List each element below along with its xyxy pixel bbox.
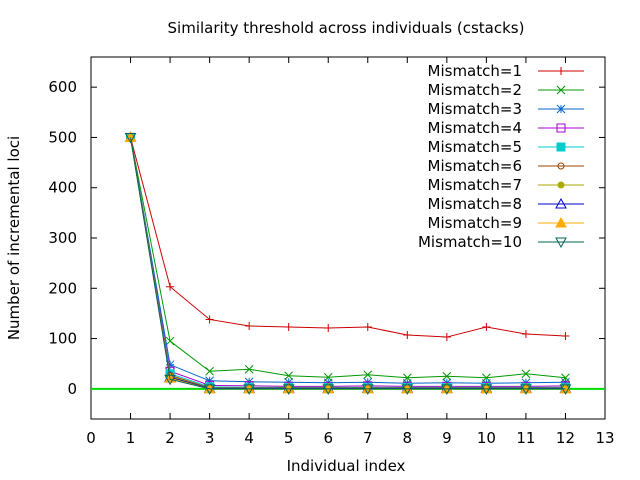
y-tick-label: 200 [48, 279, 77, 297]
y-tick-label: 300 [48, 229, 77, 247]
legend-marker [556, 123, 566, 133]
legend-marker [557, 162, 565, 170]
legend-marker [555, 237, 567, 249]
data-point [124, 132, 137, 144]
data-point [165, 360, 175, 370]
x-tick-label: 9 [442, 429, 452, 447]
legend-label: Mismatch=1 [428, 62, 522, 80]
data-point [361, 384, 374, 395]
data-point [401, 384, 414, 395]
data-point [561, 373, 570, 383]
data-point [282, 384, 295, 395]
series-line [130, 137, 566, 338]
x-tick-label: 3 [205, 429, 215, 447]
data-point [521, 330, 530, 339]
x-tick-label: 13 [595, 429, 614, 447]
data-point [363, 322, 372, 331]
legend-marker [556, 104, 566, 114]
data-point [284, 322, 293, 331]
legend-marker [555, 216, 567, 228]
x-tick-label: 12 [556, 429, 575, 447]
series-line [130, 137, 566, 388]
data-point [322, 384, 335, 395]
series-line [130, 137, 566, 389]
legend-label: Mismatch=5 [428, 138, 522, 156]
legend: Mismatch=1Mismatch=2Mismatch=3Mismatch=4… [418, 62, 584, 251]
data-point [245, 321, 254, 330]
legend-label: Mismatch=8 [428, 195, 522, 213]
y-tick-label: 0 [67, 380, 77, 398]
x-tick-label: 5 [284, 429, 294, 447]
x-tick-label: 0 [86, 429, 96, 447]
x-tick-label: 8 [403, 429, 413, 447]
x-tick-label: 11 [516, 429, 535, 447]
x-tick-label: 10 [477, 429, 496, 447]
legend-label: Mismatch=6 [428, 157, 522, 175]
series-line [130, 137, 566, 389]
data-point [559, 384, 572, 395]
chart-title: Similarity threshold across individuals … [168, 19, 525, 37]
data-point [482, 322, 491, 331]
legend-marker [555, 197, 567, 209]
series-line [130, 137, 566, 387]
legend-marker [557, 67, 565, 75]
data-point [403, 331, 412, 340]
data-point [363, 370, 373, 380]
data-point [284, 371, 294, 381]
data-point [166, 282, 175, 291]
legend-label: Mismatch=9 [428, 214, 522, 232]
series-line [130, 137, 566, 390]
y-tick-label: 600 [48, 78, 77, 96]
data-point [442, 333, 451, 342]
x-tick-label: 6 [323, 429, 333, 447]
data-point [561, 332, 570, 341]
data-point [480, 384, 493, 395]
legend-label: Mismatch=7 [428, 176, 522, 194]
legend-marker [556, 142, 566, 152]
legend-marker [556, 85, 566, 95]
series-2 [126, 133, 570, 383]
legend-marker [557, 181, 565, 189]
data-point [244, 364, 254, 374]
series-10 [124, 132, 572, 395]
data-point [165, 336, 175, 346]
legend-label: Mismatch=4 [428, 119, 522, 137]
legend-label: Mismatch=10 [418, 233, 522, 251]
data-point [203, 384, 216, 395]
series-line [130, 137, 566, 384]
plot-area: 0 1 2 3 4 5 6 7 8 9 10 11 12 130100200300400500600Mis… [48, 56, 615, 447]
x-tick-label: 2 [165, 429, 175, 447]
data-point [205, 366, 214, 376]
data-point [521, 369, 531, 379]
legend-label: Mismatch=2 [428, 81, 522, 99]
y-tick-label: 500 [48, 128, 77, 146]
series-line [130, 137, 566, 379]
data-point [243, 384, 256, 395]
data-point [520, 384, 532, 395]
data-point [442, 371, 452, 381]
data-point [205, 315, 214, 324]
data-point [205, 376, 214, 386]
x-axis-label: Individual index [287, 457, 406, 475]
y-tick-label: 100 [48, 330, 77, 348]
data-point [164, 374, 176, 386]
y-tick-label: 400 [48, 179, 77, 197]
x-tick-label: 7 [363, 429, 373, 447]
x-tick-label: 1 [126, 429, 136, 447]
x-tick-label: 4 [244, 429, 254, 447]
y-axis-label: Number of incremental loci [5, 136, 23, 340]
legend-label: Mismatch=3 [428, 100, 522, 118]
data-point [440, 384, 453, 395]
data-point [324, 323, 333, 332]
